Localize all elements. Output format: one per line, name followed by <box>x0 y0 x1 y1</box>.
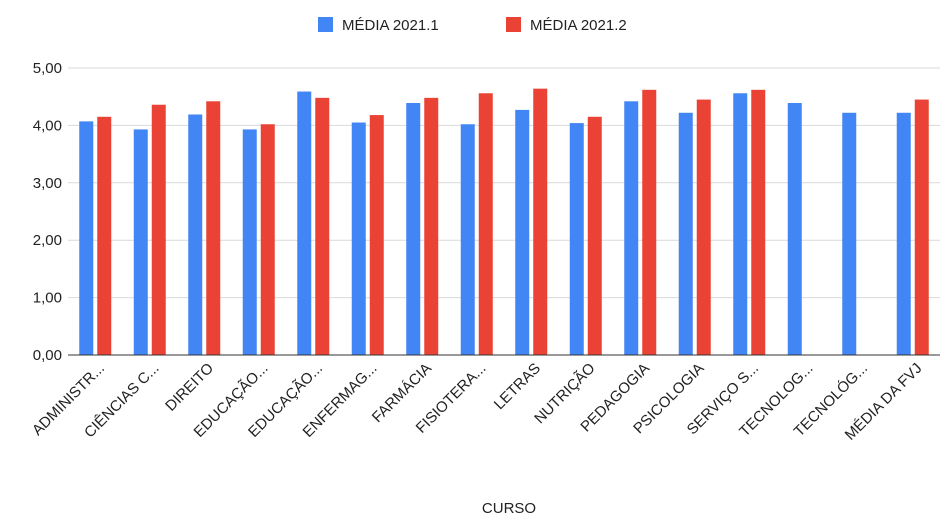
bars <box>79 88 929 356</box>
bar-2021-1 <box>515 109 530 355</box>
y-tick-label: 1,00 <box>33 290 62 307</box>
bar-2021-1 <box>787 103 802 355</box>
bar-2021-2 <box>751 89 766 355</box>
bar-2021-2 <box>642 89 657 355</box>
y-tick-label: 5,00 <box>33 60 62 77</box>
bar-2021-1 <box>896 112 911 355</box>
y-tick-label: 2,00 <box>33 232 62 249</box>
bar-2021-1 <box>624 101 639 356</box>
legend: MÉDIA 2021.1 MÉDIA 2021.2 <box>318 17 627 34</box>
legend-swatch-2021-2 <box>506 17 521 32</box>
bar-2021-2 <box>478 93 493 356</box>
legend-swatch-2021-1 <box>318 17 333 32</box>
bar-2021-2 <box>533 88 548 355</box>
bar-2021-1 <box>351 122 366 355</box>
bar-2021-1 <box>842 112 857 355</box>
bar-2021-2 <box>369 115 384 356</box>
bar-2021-1 <box>188 114 203 355</box>
bar-2021-2 <box>260 124 275 355</box>
y-tick-label: 3,00 <box>33 175 62 192</box>
x-tick-label: DIREITO <box>162 360 217 415</box>
bar-2021-1 <box>678 112 693 355</box>
bar-2021-2 <box>97 116 112 355</box>
bar-2021-1 <box>406 103 421 355</box>
bar-2021-2 <box>696 99 711 355</box>
bar-2021-1 <box>733 93 748 356</box>
x-axis-tick-labels: ADMINISTR...CIÊNCIAS C... DIREITOEDUCAÇÃO… <box>29 360 926 444</box>
bar-2021-2 <box>587 116 602 355</box>
bar-2021-2 <box>914 99 929 355</box>
bar-2021-1 <box>297 91 312 355</box>
bar-2021-1 <box>460 124 475 355</box>
bar-2021-2 <box>206 101 221 356</box>
y-tick-label: 4,00 <box>33 117 62 134</box>
x-axis-title: CURSO <box>482 500 536 517</box>
legend-label-2021-1: MÉDIA 2021.1 <box>342 17 439 34</box>
bar-2021-1 <box>79 121 94 356</box>
legend-label-2021-2: MÉDIA 2021.2 <box>530 17 627 34</box>
bar-2021-2 <box>151 104 166 356</box>
bar-2021-1 <box>133 129 148 355</box>
y-axis-tick-labels: 0,00 1,00 2,00 3,00 4,00 5,00 <box>33 60 62 364</box>
x-tick-label: LETRAS <box>491 360 544 413</box>
y-tick-label: 0,00 <box>33 347 62 364</box>
bar-2021-1 <box>569 123 584 355</box>
bar-2021-2 <box>424 97 439 356</box>
bar-2021-2 <box>315 97 330 356</box>
bar-2021-1 <box>242 129 257 355</box>
